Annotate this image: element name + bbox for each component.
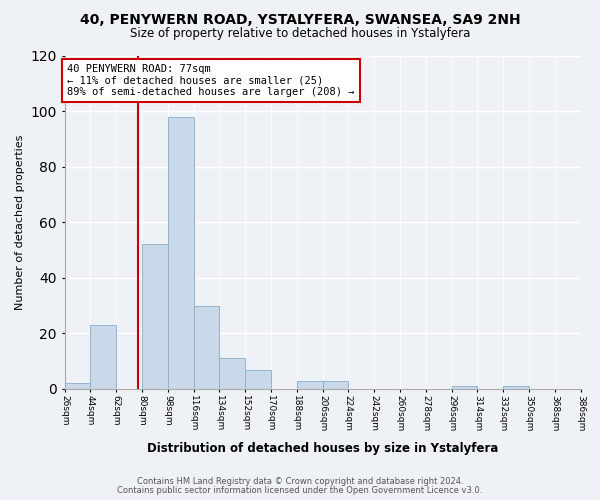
Bar <box>503 386 529 389</box>
Bar <box>245 370 271 389</box>
Bar <box>297 380 323 389</box>
Y-axis label: Number of detached properties: Number of detached properties <box>15 134 25 310</box>
Bar <box>65 384 91 389</box>
Bar <box>452 386 478 389</box>
Bar <box>323 380 349 389</box>
Bar <box>194 306 220 389</box>
Bar <box>168 116 194 389</box>
X-axis label: Distribution of detached houses by size in Ystalyfera: Distribution of detached houses by size … <box>147 442 498 455</box>
Text: 40 PENYWERN ROAD: 77sqm
← 11% of detached houses are smaller (25)
89% of semi-de: 40 PENYWERN ROAD: 77sqm ← 11% of detache… <box>67 64 355 97</box>
Bar <box>142 244 168 389</box>
Text: Contains HM Land Registry data © Crown copyright and database right 2024.: Contains HM Land Registry data © Crown c… <box>137 477 463 486</box>
Text: Contains public sector information licensed under the Open Government Licence v3: Contains public sector information licen… <box>118 486 482 495</box>
Bar <box>91 325 116 389</box>
Text: Size of property relative to detached houses in Ystalyfera: Size of property relative to detached ho… <box>130 28 470 40</box>
Bar <box>220 358 245 389</box>
Text: 40, PENYWERN ROAD, YSTALYFERA, SWANSEA, SA9 2NH: 40, PENYWERN ROAD, YSTALYFERA, SWANSEA, … <box>80 12 520 26</box>
